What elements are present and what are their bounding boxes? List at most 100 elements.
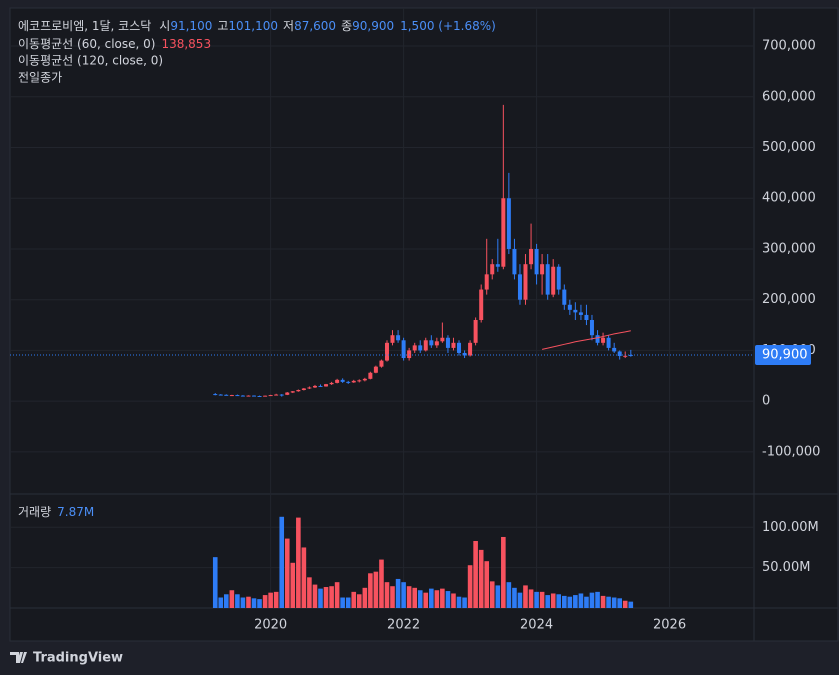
candle-body: [567, 304, 572, 310]
candle-body: [523, 264, 528, 300]
candle-body: [224, 394, 229, 396]
candle-body: [368, 372, 373, 379]
candle-body: [396, 335, 401, 341]
candle-body: [346, 381, 351, 383]
last-price-box: [755, 345, 811, 366]
candle-body: [495, 264, 500, 267]
volume-bar: [362, 587, 368, 608]
volume-bar: [534, 591, 539, 608]
volume-bar: [390, 586, 395, 608]
candle-body: [279, 394, 284, 396]
candle-body: [362, 378, 367, 381]
ma-value: 138,853: [161, 37, 211, 51]
candle-body: [484, 274, 489, 290]
candle-body: [423, 340, 428, 351]
candle-body: [240, 395, 245, 397]
candle-body: [578, 312, 583, 315]
candle-body: [373, 366, 378, 373]
volume-bar: [584, 596, 589, 608]
candle-body: [335, 379, 340, 383]
candle-body: [318, 385, 323, 387]
candle-body: [268, 395, 273, 397]
volume-bar: [484, 561, 490, 608]
volume-bar: [545, 595, 550, 608]
candle-body: [534, 248, 539, 275]
volume-bar: [440, 588, 445, 608]
volume-bar: [512, 587, 517, 608]
volume-bar: [218, 597, 224, 608]
volume-bar: [412, 587, 418, 608]
field-key: 종: [341, 19, 352, 33]
candle-body: [445, 337, 450, 348]
y-tick-label: 700,000: [762, 39, 816, 54]
field-value: 90,900: [352, 19, 394, 33]
volume-bar: [550, 593, 556, 608]
volume-bar: [495, 585, 501, 608]
candle-body: [218, 394, 223, 396]
candle-body: [434, 341, 439, 346]
y-tick-label: -100,000: [762, 444, 820, 459]
volume-bar: [379, 559, 384, 608]
volume-bar: [417, 590, 423, 608]
volume-value: 7.87M: [57, 505, 94, 519]
candle-body: [529, 248, 534, 265]
candle-body: [390, 335, 395, 343]
candle-body: [512, 248, 517, 275]
volume-bar: [606, 596, 611, 608]
volume-bar: [290, 562, 296, 608]
candle-body: [606, 337, 611, 348]
marks: [212, 104, 634, 608]
volume-bar: [489, 581, 495, 608]
change: 1,500 (+1.68%): [400, 19, 496, 33]
volume-bar: [628, 601, 634, 608]
volume-bar: [384, 582, 390, 608]
candle-body: [462, 352, 467, 356]
candle-body: [628, 354, 633, 356]
ma-legend: 이동평균선 (60, close, 0) 138,853: [18, 37, 211, 51]
field-value: 87,600: [294, 19, 336, 33]
candle-body: [584, 314, 589, 320]
header-line: 에코프로비엠, 1달, 코스닥 시91,100 고101,100 저87,600 종90…: [18, 19, 496, 33]
volume-bar: [279, 516, 285, 608]
y-tick-label: 500,000: [762, 140, 816, 155]
candle-body: [290, 391, 295, 393]
volume-bar: [556, 594, 562, 608]
volume-bar: [312, 584, 318, 608]
candle-body: [285, 392, 290, 395]
ma-legend: 이동평균선 (120, close, 0): [18, 54, 163, 68]
volume-bar: [562, 595, 567, 608]
candle-body: [301, 388, 306, 391]
volume-bar: [578, 593, 584, 608]
symbol: 에코프로비엠, 1달, 코스닥: [18, 19, 151, 33]
volume-bar: [573, 595, 578, 608]
volume-bar: [451, 593, 456, 608]
volume-bar: [212, 557, 218, 608]
candle-body: [617, 351, 622, 357]
volume-bar: [356, 594, 362, 608]
candle-body: [562, 289, 567, 305]
volume-bar: [600, 595, 606, 608]
volume-bar: [251, 598, 257, 608]
volume-bar: [567, 596, 573, 608]
candle-body: [418, 345, 423, 351]
volume-bar: [506, 582, 512, 608]
volume-bar: [528, 589, 534, 608]
volume-bar: [617, 598, 622, 608]
prev-close-legend: 전일종가: [18, 71, 62, 85]
candle-body: [312, 385, 317, 388]
candle-body: [612, 347, 617, 352]
x-tick-label: 2024: [520, 618, 553, 633]
candle-body: [551, 266, 556, 295]
volume-bar: [611, 597, 617, 608]
candle-body: [357, 380, 362, 382]
volume-bar: [434, 590, 440, 608]
volume-bar: [323, 587, 329, 608]
candle-body: [545, 264, 550, 295]
x-tick-label: 2026: [653, 618, 686, 633]
candle-body: [379, 360, 384, 367]
volume-bar: [351, 591, 357, 608]
volume-bar: [345, 597, 351, 608]
candle-body: [589, 319, 594, 336]
x-tick-label: 2022: [387, 618, 420, 633]
